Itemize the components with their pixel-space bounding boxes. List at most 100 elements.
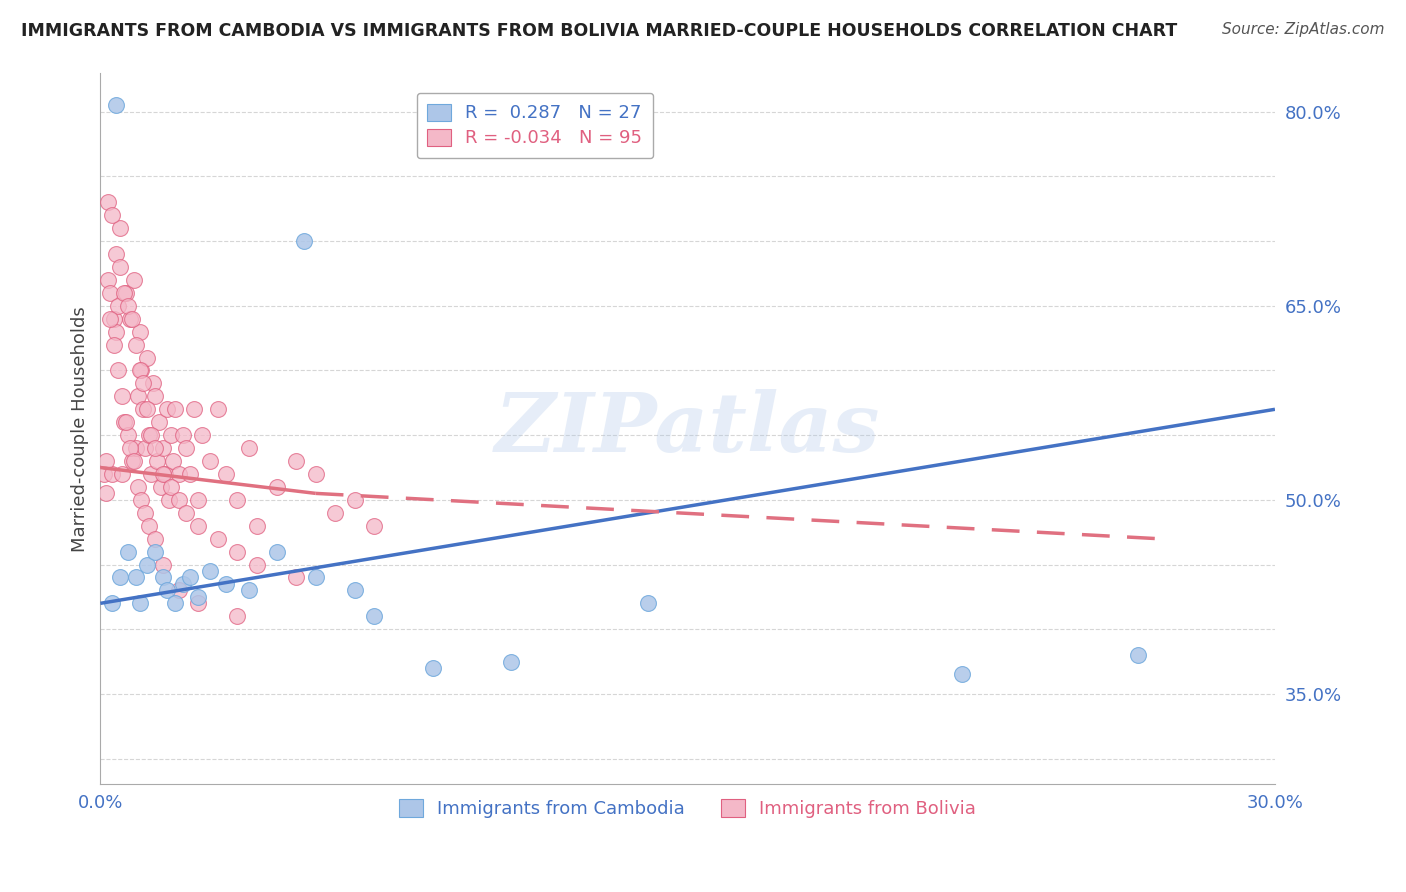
Point xyxy=(134,506,156,520)
Point xyxy=(117,544,139,558)
Point xyxy=(93,467,115,481)
Point xyxy=(305,467,328,481)
Point xyxy=(122,273,145,287)
Point xyxy=(138,518,160,533)
Point xyxy=(143,389,166,403)
Point xyxy=(114,415,136,429)
Point xyxy=(167,583,190,598)
Point xyxy=(246,558,269,572)
Point xyxy=(112,285,135,300)
Point xyxy=(422,661,444,675)
Point xyxy=(103,337,125,351)
Point xyxy=(176,441,198,455)
Point xyxy=(191,428,214,442)
Point xyxy=(163,402,186,417)
Point xyxy=(152,441,174,455)
Point xyxy=(128,363,150,377)
Point xyxy=(121,311,143,326)
Point xyxy=(136,402,159,417)
Point xyxy=(187,518,209,533)
Point xyxy=(107,299,129,313)
Point xyxy=(226,492,249,507)
Point xyxy=(285,454,308,468)
Point xyxy=(152,467,174,481)
Point xyxy=(98,285,121,300)
Point xyxy=(136,351,159,365)
Point xyxy=(226,609,249,624)
Point xyxy=(156,583,179,598)
Point xyxy=(121,454,143,468)
Point xyxy=(176,506,198,520)
Point xyxy=(167,467,190,481)
Point xyxy=(207,532,229,546)
Y-axis label: Married-couple Households: Married-couple Households xyxy=(72,306,89,551)
Point xyxy=(285,570,308,584)
Point xyxy=(107,363,129,377)
Point xyxy=(266,480,288,494)
Point xyxy=(323,506,346,520)
Point xyxy=(105,98,128,112)
Point xyxy=(118,441,141,455)
Point xyxy=(143,532,166,546)
Point xyxy=(343,492,366,507)
Point xyxy=(157,492,180,507)
Point xyxy=(363,609,385,624)
Point xyxy=(179,467,201,481)
Text: ZIPatlas: ZIPatlas xyxy=(495,389,880,468)
Point xyxy=(142,376,165,391)
Point xyxy=(111,389,134,403)
Point xyxy=(127,480,149,494)
Point xyxy=(105,325,128,339)
Point xyxy=(101,208,124,222)
Point xyxy=(101,596,124,610)
Point xyxy=(143,544,166,558)
Point xyxy=(187,596,209,610)
Point xyxy=(105,247,128,261)
Point xyxy=(124,570,146,584)
Point xyxy=(131,492,153,507)
Point xyxy=(127,389,149,403)
Point xyxy=(363,518,385,533)
Point xyxy=(128,325,150,339)
Point xyxy=(150,480,173,494)
Legend: Immigrants from Cambodia, Immigrants from Bolivia: Immigrants from Cambodia, Immigrants fro… xyxy=(392,792,983,825)
Point xyxy=(117,428,139,442)
Point xyxy=(138,428,160,442)
Point xyxy=(134,441,156,455)
Point xyxy=(141,467,163,481)
Point xyxy=(97,273,120,287)
Point xyxy=(143,441,166,455)
Point xyxy=(238,583,260,598)
Point xyxy=(172,577,194,591)
Point xyxy=(108,260,131,274)
Point xyxy=(1126,648,1149,662)
Point xyxy=(187,590,209,604)
Point xyxy=(214,577,236,591)
Point xyxy=(187,492,209,507)
Point xyxy=(159,428,181,442)
Point xyxy=(152,558,174,572)
Point xyxy=(226,544,249,558)
Point xyxy=(266,544,288,558)
Point xyxy=(238,441,260,455)
Point xyxy=(114,285,136,300)
Point xyxy=(343,583,366,598)
Point xyxy=(162,454,184,468)
Point xyxy=(198,564,221,578)
Point xyxy=(292,234,315,248)
Point xyxy=(124,337,146,351)
Point xyxy=(207,402,229,417)
Point xyxy=(122,454,145,468)
Point xyxy=(96,486,118,500)
Text: IMMIGRANTS FROM CAMBODIA VS IMMIGRANTS FROM BOLIVIA MARRIED-COUPLE HOUSEHOLDS CO: IMMIGRANTS FROM CAMBODIA VS IMMIGRANTS F… xyxy=(21,22,1177,40)
Point xyxy=(108,570,131,584)
Point xyxy=(117,299,139,313)
Point xyxy=(97,195,120,210)
Point xyxy=(132,402,155,417)
Point xyxy=(148,415,170,429)
Point xyxy=(131,363,153,377)
Point xyxy=(132,376,155,391)
Point xyxy=(183,402,205,417)
Point xyxy=(172,428,194,442)
Point xyxy=(96,454,118,468)
